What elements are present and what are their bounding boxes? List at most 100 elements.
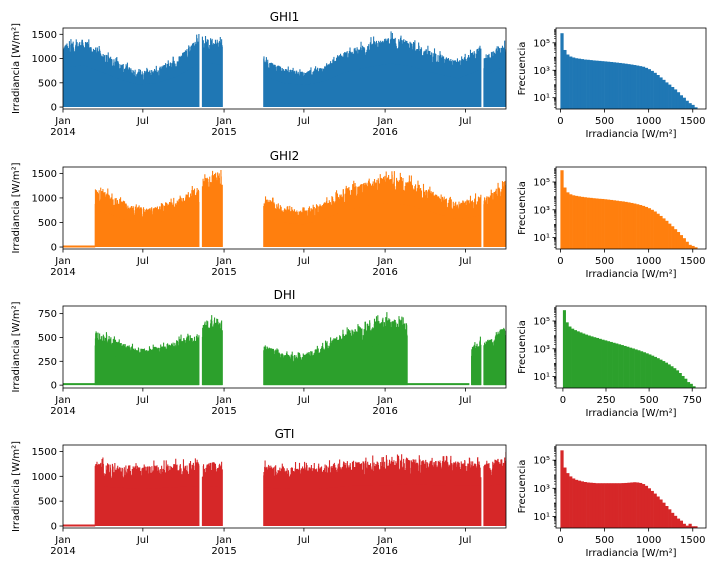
hist-bar (644, 485, 649, 528)
y-axis-label: Irradiancia [W/m²] (11, 23, 22, 114)
hist-bar (569, 56, 573, 109)
axes-frame (555, 444, 707, 529)
hist-bar (609, 483, 614, 528)
xtick-year-label: 2015 (211, 406, 236, 417)
hist-bar (665, 506, 669, 528)
hist-bar (574, 195, 579, 249)
ytick-label: 10⁵ (533, 177, 550, 188)
hist-bar (689, 383, 693, 388)
hist-bar (633, 65, 637, 109)
xtick-year-label: 2015 (211, 127, 236, 138)
x-axis-label: Irradiancia [W/m²] (585, 408, 676, 419)
xtick-label: 0 (557, 256, 563, 267)
xtick-label: Jul (136, 535, 149, 546)
series-fill-3 (483, 483, 506, 527)
y-axis-label: Irradiancia [W/m²] (11, 162, 22, 253)
x-axis-label: Irradiancia [W/m²] (585, 129, 676, 140)
hist-bar (653, 211, 657, 249)
hist-bar (580, 59, 584, 109)
hist-bar (560, 33, 564, 109)
hist-bar (634, 349, 638, 388)
hist-bar (650, 490, 654, 528)
hist-bar (627, 482, 631, 528)
hist-bar (650, 209, 654, 249)
xtick-label: 500 (640, 395, 659, 406)
series-fill-1 (202, 486, 223, 527)
ytick-label: 10¹ (533, 512, 550, 523)
series-fill-1 (202, 63, 223, 108)
ytick-label: 1500 (32, 30, 57, 41)
xtick-label: Jul (458, 395, 471, 406)
hist-bar (615, 200, 619, 249)
hist-bar (593, 337, 597, 388)
xtick-year-label: 2014 (50, 127, 75, 138)
y-axis-label: Frecuencia (517, 42, 528, 96)
chart-title: GHI2 (270, 149, 300, 163)
ytick-label: 500 (38, 78, 57, 89)
hist-bar (676, 232, 681, 249)
hist-bar (682, 97, 686, 109)
hist-bar (650, 70, 654, 109)
hist-bar (586, 59, 590, 109)
hist-bar (659, 359, 663, 388)
hist-bar (612, 483, 617, 528)
hist-bar (598, 198, 602, 249)
hist-bar (598, 483, 602, 528)
hist-bar (624, 201, 628, 249)
hist-bar (609, 61, 614, 109)
hist-bar (572, 478, 576, 528)
hist-bar (592, 60, 596, 109)
hist-bar (595, 60, 599, 109)
ytick-label: 0 (51, 522, 57, 533)
series-fill-0 (95, 485, 199, 527)
hist-bar (598, 338, 602, 388)
hist-bar (604, 199, 608, 249)
hist-bar (621, 63, 625, 109)
hist-bar (587, 335, 591, 388)
hist-bar (612, 200, 617, 249)
hist-bar (615, 62, 619, 109)
hist-bar (631, 348, 635, 388)
hist-bar (607, 483, 611, 528)
hist-bar (595, 198, 599, 249)
axes-frame (555, 305, 707, 389)
hist-bar (656, 75, 660, 109)
hist-bar (579, 332, 583, 388)
x-axis-label: Irradiancia [W/m²] (585, 269, 676, 280)
hist-bar (662, 79, 666, 109)
histogram-gti: 0 500 1000 1500 10¹ 10³ 10⁵ Irradiancia [W/m²] F… (517, 444, 707, 559)
xtick-label: Jan (215, 256, 231, 267)
hist-bar (671, 512, 675, 528)
hist-bar (560, 450, 564, 528)
xtick-label: Jan (376, 256, 392, 267)
hist-bar (656, 496, 660, 528)
y-axis-label: Irradiancia [W/m²] (11, 301, 22, 392)
hist-bar (612, 342, 616, 388)
hist-bar (651, 355, 655, 388)
ytick-label: 500 (38, 333, 57, 344)
hist-bar (641, 205, 646, 249)
hist-bar (624, 482, 628, 528)
hist-bar (569, 194, 573, 249)
hist-bar (679, 95, 683, 109)
xtick-label: Jul (458, 256, 471, 267)
xtick-label: Jul (136, 395, 149, 406)
hist-bar (580, 481, 584, 528)
plot-area (63, 312, 506, 386)
axes-frame (555, 27, 707, 110)
ytick-label: 0 (51, 103, 57, 114)
hist-bar (694, 107, 698, 109)
hist-bar (627, 202, 631, 249)
chart-title: GHI1 (270, 10, 300, 24)
hist-bar (630, 202, 634, 249)
hist-bar (684, 378, 688, 388)
hist-bar (687, 382, 691, 388)
xtick-label: 500 (595, 256, 614, 267)
hist-bar (694, 247, 698, 249)
xtick-year-label: 2014 (50, 267, 75, 278)
hist-bar (618, 62, 622, 109)
ytick-label: 10⁵ (533, 38, 550, 49)
hist-bar (644, 67, 649, 109)
